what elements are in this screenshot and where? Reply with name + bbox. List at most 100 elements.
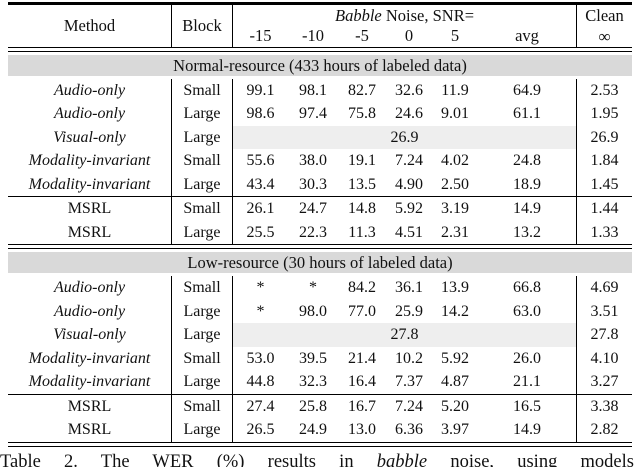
clean-value-cell: 4.69 — [576, 276, 632, 300]
snr-value-cell: 3.19 — [441, 200, 469, 218]
clean-value-cell: 1.95 — [576, 102, 632, 126]
snr-value-cell: 25.5 — [246, 223, 275, 241]
snr-span-cell: 27.8 — [233, 323, 576, 347]
clean-value-cell: 2.53 — [576, 78, 632, 102]
wer-results-table: Method Block Babble Noise, SNR= -15 -10 … — [8, 2, 632, 447]
snr-value-cell: 13.5 — [348, 175, 376, 193]
method-cell: Modality-invariant — [28, 349, 151, 367]
clean-label: Clean — [585, 5, 624, 25]
group-divider-rule — [8, 196, 632, 198]
snr-value-cell: 14.2 — [441, 302, 469, 320]
snr-value-cell: 5.92 — [395, 200, 423, 218]
method-cell: Visual-only — [53, 326, 126, 344]
snr-value-cell: 4.02 — [441, 152, 469, 169]
table-row: MSRL Large 26.5 24.9 13.0 6.36 3.97 14.9 2.82 — [8, 418, 632, 442]
snr-value-cell: 32.3 — [299, 373, 327, 391]
snr-value-cell: 4.87 — [441, 373, 469, 391]
snr-value-cell: 19.1 — [348, 152, 376, 169]
table-row: MSRL Small 27.4 25.8 16.7 7.24 5.20 16.5 3.38 — [8, 394, 632, 419]
clean-value-cell: 1.45 — [576, 172, 632, 196]
snr-value-cell: 44.8 — [246, 373, 275, 391]
snr-value-cell: 4.90 — [395, 175, 423, 193]
snr-value-cell: 82.7 — [348, 81, 376, 99]
snr-value-cell: 21.4 — [348, 349, 376, 367]
snr-value-cell: 99.1 — [246, 81, 275, 99]
block-cell: Small — [171, 276, 233, 300]
snr-value-cell: 39.5 — [299, 349, 327, 367]
table-caption: Table 2. The WER (%) results in babble n… — [0, 451, 634, 467]
clean-value-cell: 4.10 — [576, 346, 632, 371]
snr-value-cell: 6.36 — [395, 421, 423, 439]
snr-value-cell: 14.9 — [513, 200, 541, 218]
block-cell: Large — [171, 370, 233, 394]
snr-value-cell: 36.1 — [395, 279, 423, 297]
block-cell: Small — [171, 197, 233, 221]
snr-value-cell: 3.97 — [441, 421, 469, 439]
header-snr-group: Babble Noise, SNR= -15 -10 -5 0 5 avg — [233, 5, 576, 47]
snr-value-cell: 53.0 — [246, 349, 275, 367]
snr-value-cell: 25.8 — [299, 397, 327, 415]
method-cell: Visual-only — [53, 128, 126, 146]
table-row: Modality-invariant Large 43.4 30.3 13.5 4.90 2… — [8, 172, 632, 196]
snr-value-cell: 43.4 — [246, 175, 275, 193]
snr-value-cell: 26.0 — [513, 349, 541, 367]
snr-value-cell: 14.8 — [348, 200, 376, 218]
table-row: Modality-invariant Large 44.8 32.3 16.4 7.37 4… — [8, 370, 632, 394]
snr-value-cell: 11.3 — [348, 223, 376, 241]
snr-value-cell: 7.37 — [395, 373, 423, 391]
snr-value-cell: 2.50 — [441, 175, 469, 193]
clean-value-cell: 1.84 — [576, 149, 632, 173]
snr-value-cell: 14.9 — [513, 421, 541, 439]
snr-value-cell: 18.9 — [513, 175, 541, 193]
snr-value-cell: 24.7 — [299, 200, 327, 218]
clean-value-cell: 27.8 — [576, 323, 632, 347]
snr-span-cell: 26.9 — [233, 125, 576, 149]
snr-value-cell: 5.92 — [441, 349, 469, 367]
snr-value-cell: 98.0 — [299, 302, 327, 320]
snr-tick-neg5: -5 — [355, 25, 369, 45]
section-band: Low-resource (30 hours of labeled data) — [8, 252, 632, 274]
block-cell: Large — [171, 323, 233, 347]
snr-value-cell: 4.51 — [395, 223, 423, 241]
clean-value-cell: 1.33 — [576, 220, 632, 245]
snr-value-cell: 13.2 — [513, 223, 541, 241]
snr-tick-neg15: -15 — [249, 25, 272, 45]
snr-value-cell: 16.7 — [348, 397, 376, 415]
block-cell: Small — [171, 149, 233, 173]
table-row: MSRL Small 26.1 24.7 14.8 5.92 3.19 14.9 1.44 — [8, 197, 632, 221]
caption-babble: babble — [376, 452, 428, 467]
table-row: Audio-only Large 98.6 97.4 75.8 24.6 9.01 61.1 1… — [8, 102, 632, 126]
snr-value-cell: 55.6 — [246, 152, 275, 169]
snr-value-cell: 25.9 — [395, 302, 423, 320]
snr-value-cell: 22.3 — [299, 223, 327, 241]
snr-value-cell: 7.24 — [395, 397, 423, 415]
table-row: MSRL Large 25.5 22.3 11.3 4.51 2.31 13.2 1.33 — [8, 220, 632, 245]
snr-value-cell: 24.9 — [299, 421, 327, 439]
snr-value-cell: 16.5 — [513, 397, 541, 415]
method-cell: Audio-only — [53, 81, 126, 99]
method-cell: Audio-only — [53, 279, 126, 297]
snr-value-cell: 64.9 — [513, 81, 541, 99]
block-cell: Large — [171, 220, 233, 245]
group-divider-rule — [8, 393, 632, 395]
block-cell: Small — [171, 346, 233, 371]
section-end-rule — [8, 244, 632, 250]
caption-suffix: noise, using models — [427, 452, 634, 467]
snr-tick-avg: avg — [515, 25, 539, 45]
snr-value-cell: 24.6 — [395, 105, 423, 122]
snr-tick-neg10: -10 — [302, 25, 324, 45]
snr-value-cell: 16.4 — [348, 373, 376, 391]
snr-value-cell: 11.9 — [441, 81, 469, 99]
snr-value-cell: 21.1 — [513, 373, 541, 391]
snr-value-cell: 98.6 — [246, 105, 275, 122]
block-cell: Small — [171, 394, 233, 419]
block-cell: Small — [171, 78, 233, 102]
table-row: Audio-only Small * * 84.2 36.1 13.9 66.8 4.69 — [8, 276, 632, 300]
header-snr-ticks: -15 -10 -5 0 5 avg — [233, 26, 576, 47]
clean-value-cell: 3.38 — [576, 394, 632, 419]
method-cell: MSRL — [67, 421, 112, 439]
caption-prefix: Table 2. The WER (%) results in — [0, 452, 377, 467]
table-row: Audio-only Small 99.1 98.1 82.7 32.6 11.9 64.9 2… — [8, 78, 632, 102]
method-cell: Audio-only — [53, 302, 126, 320]
